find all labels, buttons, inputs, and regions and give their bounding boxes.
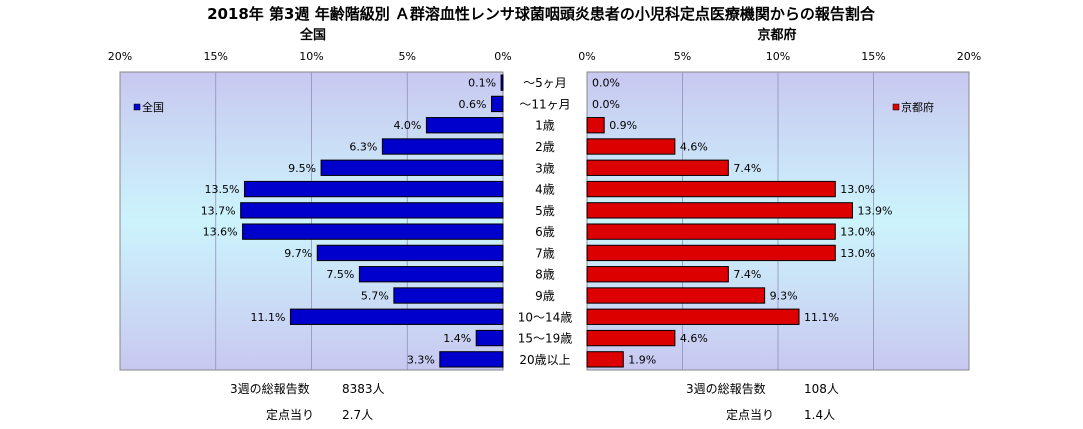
right-value-label: 13.0% <box>840 183 875 196</box>
footer-left-total-value: 8383人 <box>342 382 385 396</box>
left-value-label: 4.0% <box>393 119 421 132</box>
left-bar <box>321 160 503 175</box>
left-value-label: 9.5% <box>288 162 316 175</box>
right-value-label: 7.4% <box>733 268 761 281</box>
left-bar <box>359 267 503 282</box>
category-label: 5歳 <box>535 204 555 218</box>
right-bar <box>587 352 623 367</box>
category-label: 7歳 <box>535 246 555 260</box>
right-legend-label: 京都府 <box>901 100 934 114</box>
footer-left: 3週の総報告数 8383人 定点当り 2.7人 <box>230 381 385 422</box>
category-label: ～5ヶ月 <box>523 76 567 90</box>
footer-left-total-label: 3週の総報告数 <box>230 381 310 396</box>
right-bar <box>587 224 835 239</box>
left-bar <box>382 139 503 154</box>
left-value-label: 1.4% <box>443 332 471 345</box>
left-tick-label: 0% <box>494 50 511 63</box>
category-label: 4歳 <box>535 183 555 197</box>
footer-right-perpoint-label: 定点当り <box>726 407 774 422</box>
right-tick-label: 15% <box>861 50 885 63</box>
right-bar <box>587 309 799 324</box>
right-value-label: 0.0% <box>592 98 620 111</box>
right-value-label: 4.6% <box>680 141 708 154</box>
right-bar <box>587 160 728 175</box>
right-tick-label: 5% <box>674 50 691 63</box>
right-value-label: 0.9% <box>609 119 637 132</box>
right-axis-ticks: 0% 5% 10% 15% 20% <box>578 50 981 63</box>
left-tick-label: 10% <box>299 50 323 63</box>
right-bar <box>587 118 604 133</box>
left-value-label: 3.3% <box>407 353 435 366</box>
footer-right: 3週の総報告数 108人 定点当り 1.4人 <box>686 381 839 422</box>
left-bar <box>394 288 503 303</box>
footer-left-perpoint-value: 2.7人 <box>342 408 373 422</box>
left-value-label: 13.6% <box>203 226 238 239</box>
category-label: 2歳 <box>535 140 555 154</box>
category-label: ～11ヶ月 <box>519 97 570 111</box>
left-panel-label: 全国 <box>299 27 326 43</box>
right-bar <box>587 181 835 196</box>
left-bar <box>243 224 503 239</box>
right-tick-label: 10% <box>766 50 790 63</box>
right-bar <box>587 267 728 282</box>
category-label: 3歳 <box>535 161 555 175</box>
right-tick-label: 20% <box>957 50 981 63</box>
right-value-label: 7.4% <box>733 162 761 175</box>
chart-title: 2018年 第3週 年齢階級別 Ａ群溶血性レンサ球菌咽頭炎患者の小児科定点医療機… <box>207 5 876 23</box>
left-bar <box>241 203 503 218</box>
category-label: 6歳 <box>535 225 555 239</box>
left-legend-swatch <box>134 104 140 110</box>
left-value-label: 0.6% <box>459 98 487 111</box>
right-value-label: 1.9% <box>628 353 656 366</box>
left-bar <box>440 352 503 367</box>
right-bar <box>587 203 852 218</box>
right-value-label: 13.9% <box>857 204 892 217</box>
right-value-label: 0.0% <box>592 77 620 90</box>
left-value-label: 7.5% <box>326 268 354 281</box>
right-bar <box>587 139 675 154</box>
left-value-label: 0.1% <box>468 77 496 90</box>
right-value-label: 11.1% <box>804 311 839 324</box>
category-labels: ～5ヶ月 ～11ヶ月 1歳 2歳 3歳 4歳 5歳 6歳 7歳 8歳 9歳 10～14歳 15～19歳 2… <box>518 76 573 367</box>
right-legend-swatch <box>893 104 899 110</box>
right-value-label: 9.3% <box>770 290 798 303</box>
category-label: 8歳 <box>535 268 555 282</box>
footer-right-total-label: 3週の総報告数 <box>686 381 766 396</box>
left-value-label: 13.5% <box>205 183 240 196</box>
left-tick-label: 15% <box>204 50 228 63</box>
right-bar <box>587 288 765 303</box>
left-value-label: 5.7% <box>361 290 389 303</box>
footer-left-perpoint-label: 定点当り <box>266 407 314 422</box>
right-bar <box>587 245 835 260</box>
left-tick-label: 5% <box>399 50 416 63</box>
left-bar <box>492 96 503 111</box>
left-value-label: 9.7% <box>284 247 312 260</box>
left-bar <box>317 245 503 260</box>
left-bar <box>426 118 503 133</box>
right-bar <box>587 330 675 345</box>
left-legend-label: 全国 <box>142 100 164 114</box>
left-tick-label: 20% <box>108 50 132 63</box>
left-value-label: 6.3% <box>349 141 377 154</box>
left-value-label: 13.7% <box>201 204 236 217</box>
left-value-label: 11.1% <box>250 311 285 324</box>
left-bar <box>244 181 503 196</box>
left-bar <box>476 330 503 345</box>
category-label: 15～19歳 <box>518 332 573 346</box>
category-label: 20歳以上 <box>519 353 570 367</box>
left-bar <box>290 309 503 324</box>
footer-right-total-value: 108人 <box>804 382 839 396</box>
category-label: 1歳 <box>535 119 555 133</box>
right-value-label: 13.0% <box>840 226 875 239</box>
right-value-label: 4.6% <box>680 332 708 345</box>
right-panel-label: 京都府 <box>757 27 796 43</box>
left-bar <box>501 75 503 90</box>
category-label: 9歳 <box>535 289 555 303</box>
right-value-label: 13.0% <box>840 247 875 260</box>
category-label: 10～14歳 <box>518 310 573 324</box>
footer-right-perpoint-value: 1.4人 <box>804 408 835 422</box>
right-tick-label: 0% <box>578 50 595 63</box>
left-axis-ticks: 0% 5% 10% 15% 20% <box>108 50 512 63</box>
